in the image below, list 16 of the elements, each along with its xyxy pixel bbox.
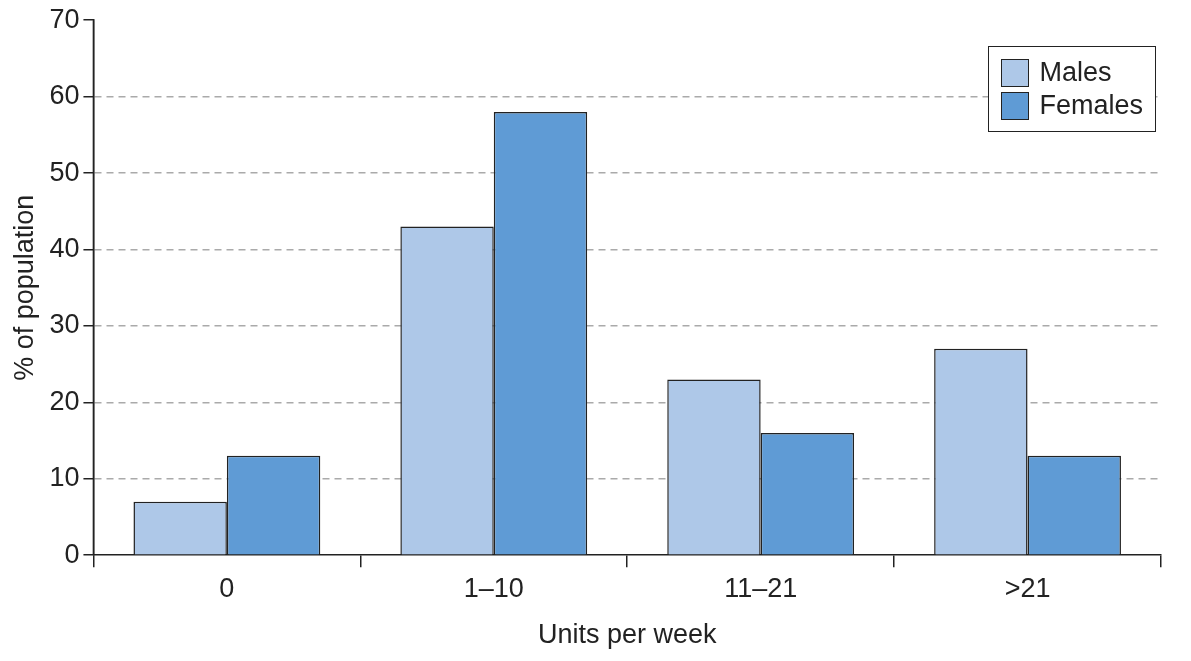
x-axis-title: Units per week — [537, 619, 717, 650]
y-tick-label: 70 — [49, 3, 80, 34]
y-tick-label: 50 — [49, 156, 80, 187]
y-tick-label: 60 — [49, 80, 80, 111]
legend-label: Females — [1039, 90, 1143, 122]
x-tick-label: 1–10 — [463, 572, 524, 603]
x-tick-label: >21 — [1004, 572, 1051, 603]
legend-label: Males — [1039, 57, 1112, 89]
y-axis-title: % of population — [8, 194, 39, 381]
x-tick-label: 0 — [219, 572, 235, 603]
y-tick-label: 20 — [49, 385, 80, 416]
y-tick-label: 10 — [49, 462, 80, 493]
y-tick-label: 30 — [49, 309, 80, 340]
x-tick-label: 11–21 — [724, 572, 798, 603]
y-tick-label: 0 — [64, 538, 80, 569]
y-tick-label: 40 — [49, 232, 80, 263]
